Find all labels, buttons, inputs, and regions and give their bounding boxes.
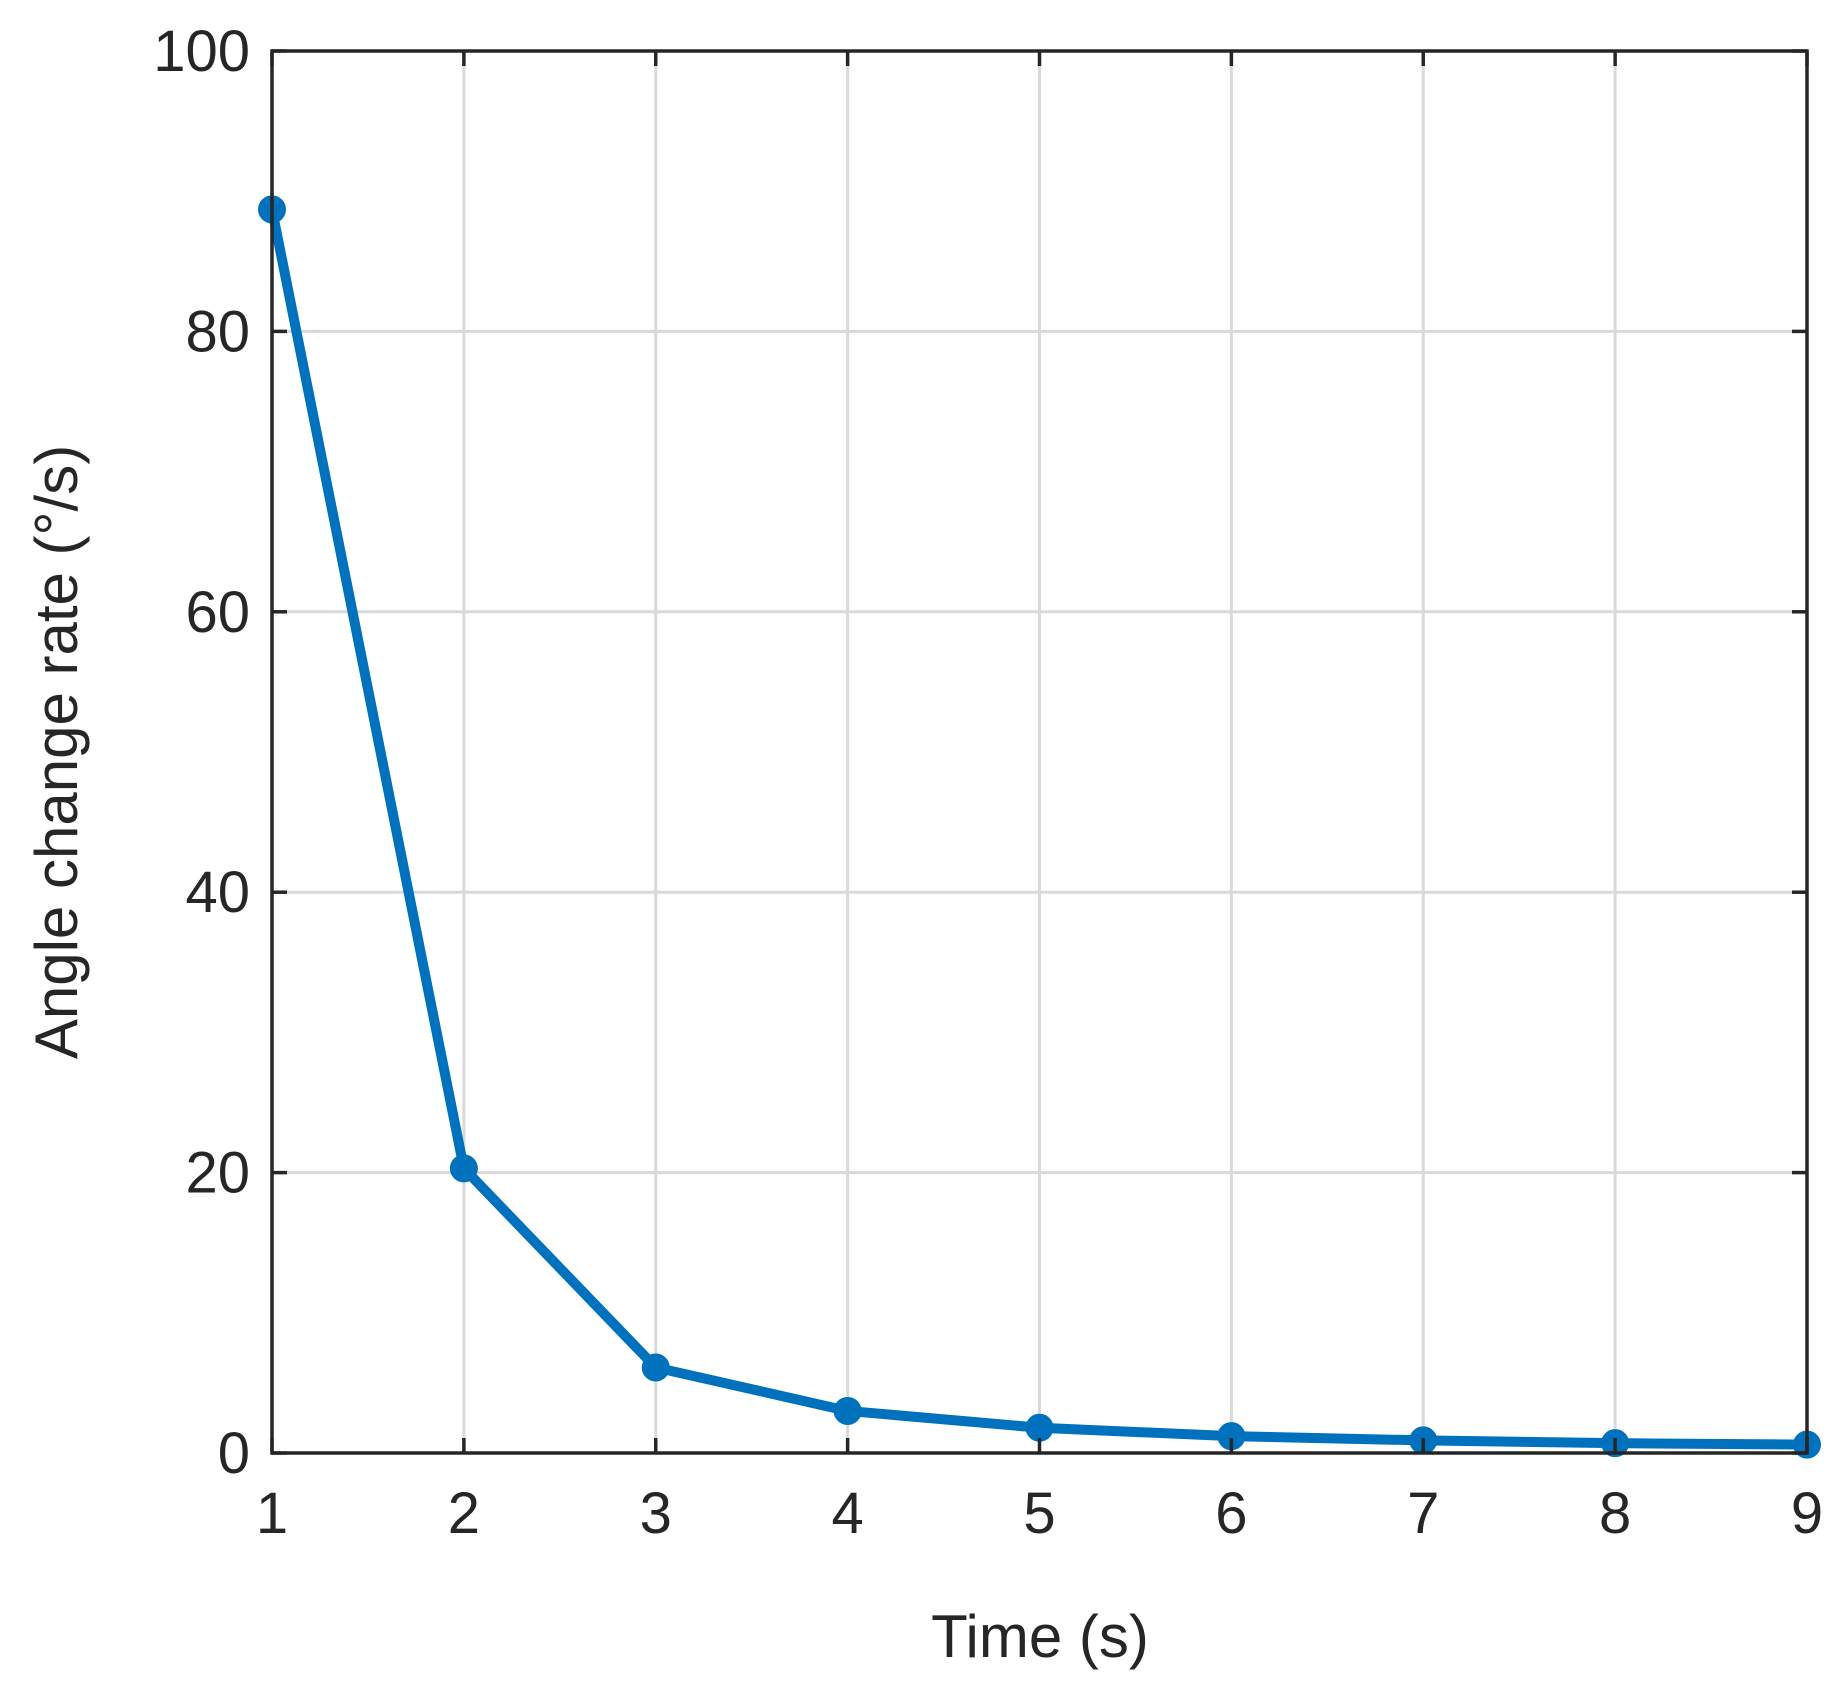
y-tick-label-80: 80 — [185, 299, 250, 364]
y-tick-label-100: 100 — [153, 19, 250, 84]
data-point-x2 — [449, 1154, 478, 1183]
x-tick-label-9: 9 — [1791, 1481, 1823, 1546]
x-tick-label-4: 4 — [831, 1481, 863, 1546]
x-tick-label-8: 8 — [1599, 1481, 1631, 1546]
x-tick-label-5: 5 — [1023, 1481, 1055, 1546]
x-tick-label-6: 6 — [1215, 1481, 1247, 1546]
x-tick-label-7: 7 — [1407, 1481, 1439, 1546]
x-axis-label: Time (s) — [931, 1603, 1149, 1670]
y-tick-label-0: 0 — [218, 1421, 250, 1486]
axes-box — [270, 49, 1809, 1455]
tick-labels: 1 2 3 4 5 6 7 8 9 0 20 40 60 80 100 — [153, 19, 1823, 1546]
x-tick-label-3: 3 — [640, 1481, 672, 1546]
data-point-x5 — [1025, 1413, 1054, 1442]
grid-lines — [272, 51, 1807, 1453]
data-point-x4 — [833, 1396, 862, 1425]
y-tick-label-40: 40 — [185, 860, 250, 925]
data-point-x3 — [641, 1353, 670, 1382]
y-tick-label-20: 20 — [185, 1141, 250, 1206]
y-axis-label: Angle change rate (°/s) — [23, 445, 90, 1059]
x-tick-label-2: 2 — [448, 1481, 480, 1546]
x-tick-label-1: 1 — [256, 1481, 288, 1546]
y-tick-label-60: 60 — [185, 580, 250, 645]
series-layer — [258, 195, 1821, 1459]
